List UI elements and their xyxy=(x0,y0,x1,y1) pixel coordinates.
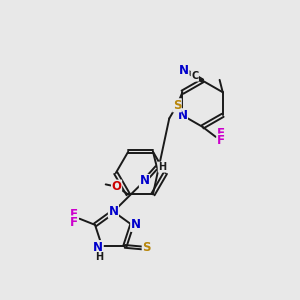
Text: N: N xyxy=(131,218,141,231)
Text: F: F xyxy=(217,134,225,147)
Text: C: C xyxy=(191,71,199,81)
Text: O: O xyxy=(112,180,122,193)
Text: F: F xyxy=(70,216,78,229)
Text: F: F xyxy=(217,127,225,140)
Text: F: F xyxy=(70,208,78,220)
Text: H: H xyxy=(158,162,166,172)
Text: N: N xyxy=(177,109,188,122)
Text: N: N xyxy=(93,241,103,254)
Text: N: N xyxy=(179,64,189,77)
Text: N: N xyxy=(140,175,149,188)
Text: S: S xyxy=(173,99,181,112)
Text: S: S xyxy=(142,242,151,254)
Text: N: N xyxy=(109,205,118,218)
Text: H: H xyxy=(95,252,103,262)
